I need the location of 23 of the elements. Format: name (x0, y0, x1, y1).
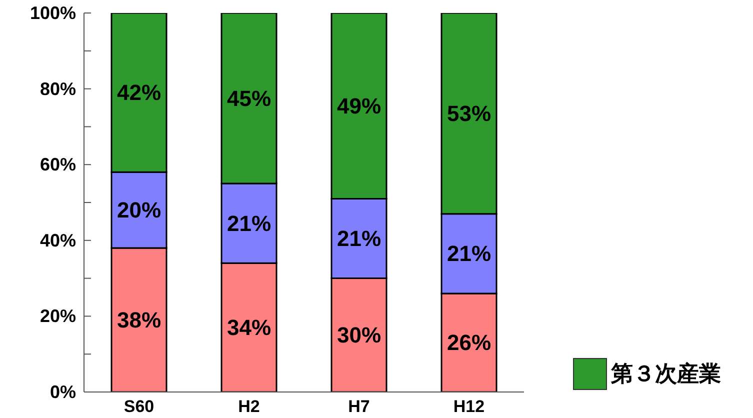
data-label: 20% (116, 198, 162, 223)
y-tick-label: 80% (40, 78, 76, 99)
data-label: 30% (336, 322, 382, 348)
x-tick-label: H2 (238, 397, 260, 416)
data-label: 49% (336, 93, 382, 118)
y-tick-label: 20% (40, 306, 76, 326)
data-label: 38% (116, 307, 162, 332)
y-tick-label: 100% (30, 3, 76, 23)
data-label: 26% (446, 330, 492, 356)
y-tick-label: 0% (50, 382, 76, 402)
x-tick-label: H12 (453, 397, 485, 416)
data-label: 45% (226, 86, 272, 111)
data-label: 21% (446, 241, 492, 266)
y-tick-label: 60% (40, 154, 76, 175)
data-label: 53% (446, 100, 492, 126)
x-tick-label: S60 (124, 397, 154, 416)
x-tick-label: H7 (348, 397, 370, 416)
y-tick-label: 40% (40, 230, 76, 250)
data-label: 34% (226, 315, 272, 340)
data-label: 42% (116, 80, 162, 106)
data-label: 21% (226, 210, 272, 236)
data-label: 21% (336, 226, 382, 252)
legend-label: 第３次産業 (611, 360, 721, 388)
